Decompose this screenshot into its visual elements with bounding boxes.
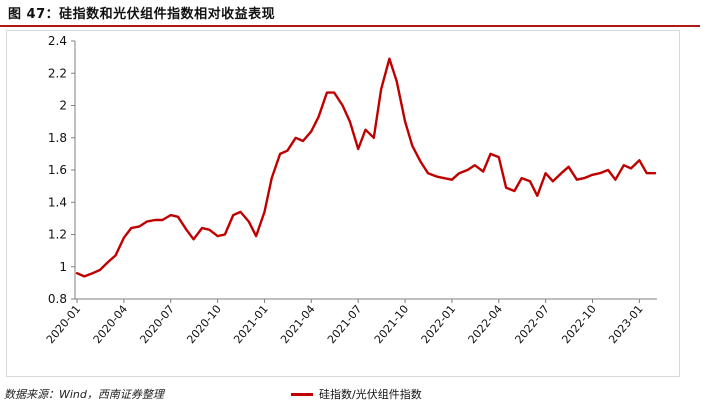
y-tick-label: 1.8: [48, 131, 67, 145]
legend-label: 硅指数/光伏组件指数: [319, 388, 422, 401]
series-line: [75, 57, 657, 278]
x-tick-label: 2020-04: [91, 303, 131, 347]
x-tick-label: 2020-10: [184, 303, 224, 347]
legend-swatch: [291, 392, 313, 396]
chart-legend: 硅指数/光伏组件指数: [291, 386, 422, 402]
source-note: 数据来源：Wind，西南证券整理: [4, 388, 164, 401]
y-tick-label: 1.6: [48, 163, 67, 177]
y-tick-label: 2: [59, 99, 67, 113]
y-tick-label: 2.4: [48, 34, 67, 48]
y-tick-label: 1: [59, 260, 67, 274]
y-tick-label: 1.2: [48, 228, 67, 242]
chart-frame: 0.8 1 1.2 1.4 1.6 1.8 2 2.2 2.4 2020-01 2020-04 202…: [6, 30, 680, 401]
figure-header: 图 47：硅指数和光伏组件指数相对收益表现: [0, 0, 706, 27]
x-tick-label: 2020-01: [44, 303, 84, 347]
x-tick-label: 2021-04: [278, 303, 318, 347]
y-tick-label: 0.8: [48, 292, 67, 306]
x-tick-label: 2021-07: [325, 303, 365, 347]
title-rule: [0, 25, 700, 27]
y-tick-label: 2.2: [48, 66, 67, 80]
x-tick-label: 2023-01: [606, 303, 646, 347]
x-tick-label: 2022-04: [466, 303, 506, 347]
figure-title: 图 47：硅指数和光伏组件指数相对收益表现: [8, 7, 276, 22]
x-tick-label: 2021-10: [372, 303, 412, 347]
x-tick-label: 2020-07: [138, 303, 178, 347]
x-tick-label: 2022-10: [559, 303, 599, 347]
x-tick-label: 2021-01: [231, 303, 271, 347]
y-tick-label: 1.4: [48, 195, 67, 209]
x-tick-label: 2022-07: [512, 303, 552, 347]
x-tick-label: 2022-01: [419, 303, 459, 347]
